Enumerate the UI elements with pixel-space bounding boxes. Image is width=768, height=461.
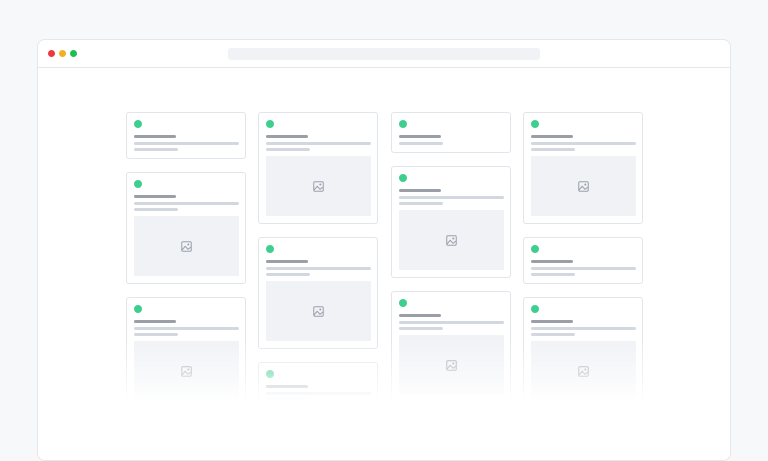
card[interactable]: [258, 237, 378, 349]
status-dot: [399, 299, 407, 307]
text-line-placeholder: [531, 148, 575, 151]
title-placeholder: [399, 314, 441, 317]
status-dot: [134, 305, 142, 313]
text-line-placeholder: [266, 273, 310, 276]
status-dot: [399, 120, 407, 128]
image-icon: [578, 180, 589, 192]
text-line-placeholder: [134, 208, 178, 211]
fade-overlay: [38, 339, 730, 460]
title-placeholder: [531, 320, 573, 323]
image-icon: [313, 305, 324, 317]
title-placeholder: [266, 260, 308, 263]
address-bar[interactable]: [228, 48, 540, 60]
image-placeholder: [266, 156, 371, 216]
title-placeholder: [134, 195, 176, 198]
text-line-placeholder: [531, 273, 575, 276]
title-placeholder: [399, 189, 441, 192]
card[interactable]: [391, 166, 511, 278]
card[interactable]: [126, 172, 246, 284]
title-placeholder: [266, 135, 308, 138]
text-line-placeholder: [134, 142, 239, 145]
title-placeholder: [531, 135, 573, 138]
close-button[interactable]: [48, 50, 55, 57]
image-icon: [181, 240, 192, 252]
text-line-placeholder: [399, 321, 504, 324]
card[interactable]: [126, 112, 246, 159]
card[interactable]: [258, 112, 378, 224]
image-icon: [446, 234, 457, 246]
text-line-placeholder: [399, 196, 504, 199]
title-placeholder: [134, 320, 176, 323]
text-line-placeholder: [266, 142, 371, 145]
title-placeholder: [134, 135, 176, 138]
image-placeholder: [266, 281, 371, 341]
text-line-placeholder: [266, 148, 310, 151]
text-line-placeholder: [134, 327, 239, 330]
image-icon: [313, 180, 324, 192]
image-placeholder: [134, 216, 239, 276]
text-line-placeholder: [266, 267, 371, 270]
maximize-button[interactable]: [70, 50, 77, 57]
status-dot: [266, 245, 274, 253]
image-placeholder: [531, 156, 636, 216]
text-line-placeholder: [531, 333, 575, 336]
status-dot: [531, 120, 539, 128]
card[interactable]: [523, 112, 643, 224]
text-line-placeholder: [134, 333, 178, 336]
text-line-placeholder: [399, 327, 443, 330]
status-dot: [531, 305, 539, 313]
minimize-button[interactable]: [59, 50, 66, 57]
card[interactable]: [523, 237, 643, 284]
text-line-placeholder: [134, 148, 178, 151]
title-placeholder: [399, 135, 441, 138]
title-bar: [38, 40, 730, 68]
image-placeholder: [399, 210, 504, 270]
status-dot: [531, 245, 539, 253]
status-dot: [266, 120, 274, 128]
text-line-placeholder: [399, 202, 443, 205]
text-line-placeholder: [399, 142, 443, 145]
masonry-grid: [38, 69, 730, 460]
card[interactable]: [391, 112, 511, 153]
text-line-placeholder: [531, 327, 636, 330]
text-line-placeholder: [531, 142, 636, 145]
status-dot: [134, 180, 142, 188]
status-dot: [399, 174, 407, 182]
text-line-placeholder: [531, 267, 636, 270]
text-line-placeholder: [134, 202, 239, 205]
status-dot: [134, 120, 142, 128]
title-placeholder: [531, 260, 573, 263]
browser-window: [37, 39, 731, 461]
